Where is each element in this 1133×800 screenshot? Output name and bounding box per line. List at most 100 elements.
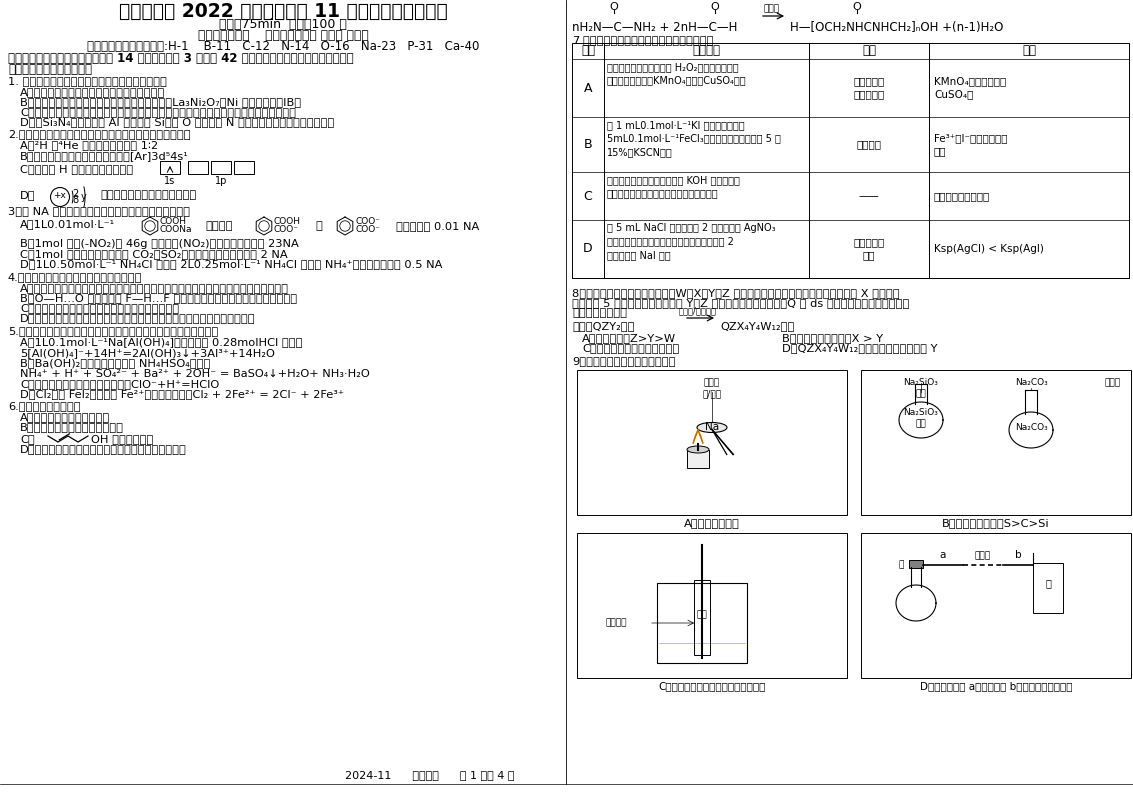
Text: OH 存在顺反异构: OH 存在顺反异构	[91, 434, 153, 444]
Text: 下列说法错误的是: 下列说法错误的是	[572, 308, 627, 318]
Text: H—[OCH₂NHCNHCH₂]ₙOH +(n-1)H₂O: H—[OCH₂NHCNHCH₂]ₙOH +(n-1)H₂O	[790, 21, 1004, 34]
Text: C．在浓盐酸中滴入次氯酸钙溶液：ClO⁻+H⁺=HClO: C．在浓盐酸中滴入次氯酸钙溶液：ClO⁻+H⁺=HClO	[20, 379, 220, 389]
Text: 玻璃表
皿/烧杯: 玻璃表 皿/烧杯	[702, 378, 722, 398]
Text: A．臭氧是由极性键构成的极性分子，因此其在水中的溶解度大于在四氯化碳中的溶解度: A．臭氧是由极性键构成的极性分子，因此其在水中的溶解度大于在四氯化碳中的溶解度	[20, 283, 289, 293]
Text: 向两支盛有等浓度等体积 H₂O₂的试管中分别加
入等浓度等体积的KMnO₄溶液和CuSO₄溶液: 向两支盛有等浓度等体积 H₂O₂的试管中分别加 入等浓度等体积的KMnO₄溶液和…	[607, 62, 747, 86]
Text: 水: 水	[1045, 578, 1051, 588]
Text: 结论: 结论	[1022, 45, 1036, 58]
Text: D．水晶内部微观粒子呈现周期性有序排列，因此水晶不同方向的导热性不同: D．水晶内部微观粒子呈现周期性有序排列，因此水晶不同方向的导热性不同	[20, 313, 256, 323]
Text: 稀硫酸: 稀硫酸	[1105, 378, 1121, 387]
Text: COO⁻: COO⁻	[274, 226, 299, 234]
Text: 1p: 1p	[215, 176, 228, 186]
Text: A．1L0.1mol·L⁻¹Na[Al(OH)₄]溶液中通入 0.28molHCl 气体：: A．1L0.1mol·L⁻¹Na[Al(OH)₄]溶液中通入 0.28molHC…	[20, 337, 303, 347]
Text: 有一项是符合题目要求的。: 有一项是符合题目要求的。	[8, 63, 92, 76]
Text: 现象: 现象	[862, 45, 876, 58]
Text: nH₂N—C—NH₂ + 2nH—C—H: nH₂N—C—NH₂ + 2nH—C—H	[572, 21, 738, 34]
Text: A: A	[583, 82, 593, 94]
Text: 和: 和	[315, 221, 322, 231]
Text: 1. 化学与生活、生产密不可分。下列说法错误的是: 1. 化学与生活、生产密不可分。下列说法错误的是	[8, 76, 167, 86]
Text: Fe³⁺与I⁻的反应有一定
限度: Fe³⁺与I⁻的反应有一定 限度	[934, 133, 1007, 156]
Text: ——: ——	[859, 191, 879, 201]
Text: NH₄⁺ + H⁺ + SO₄²⁻ + Ba²⁺ + 2OH⁻ = BaSO₄↓+H₂O+ NH₃·H₂O: NH₄⁺ + H⁺ + SO₄²⁻ + Ba²⁺ + 2OH⁻ = BaSO₄↓…	[20, 369, 369, 379]
Text: KMnO₄的催化效果比
CuSO₄好: KMnO₄的催化效果比 CuSO₄好	[934, 76, 1006, 100]
Text: O: O	[710, 2, 719, 12]
Text: 选项: 选项	[581, 45, 595, 58]
Text: D．1L0.50mol·L⁻¹ NH₄Cl 溶液与 2L0.25mol·L⁻¹ NH₄Cl 溶液中 NH₄⁺的物质的量均为 0.5 NA: D．1L0.50mol·L⁻¹ NH₄Cl 溶液与 2L0.25mol·L⁻¹ …	[20, 259, 442, 269]
Ellipse shape	[687, 446, 709, 453]
Text: Na₂SiO₃
溶液: Na₂SiO₃ 溶液	[903, 378, 938, 398]
Text: COONa: COONa	[160, 226, 193, 234]
Text: COOH: COOH	[160, 218, 187, 226]
Text: y: y	[80, 192, 87, 202]
Text: Na₂CO₃: Na₂CO₃	[1015, 423, 1047, 433]
Text: 长玻璃管: 长玻璃管	[605, 618, 627, 627]
Text: 6.下列说法不正确的是: 6.下列说法不正确的是	[8, 401, 80, 411]
Bar	[861, 370, 1131, 515]
Bar	[577, 370, 847, 515]
Text: 用未知浓度的盐酸滴定标准的 KOH 溶液时，若
读取滴数，滴定前仰视，滴定到终点后俯视: 用未知浓度的盐酸滴定标准的 KOH 溶液时，若 读取滴数，滴定前仰视，滴定到终点…	[607, 175, 740, 198]
Text: 向 5 mL NaCl 溶液中滴加 2 滴等浓度的 AgNO₃
溶液出现白色沉淀，过滤后取上层清液又加入 2
滴等浓度的 NaI 溶液: 向 5 mL NaCl 溶液中滴加 2 滴等浓度的 AgNO₃ 溶液出现白色沉淀…	[607, 223, 776, 260]
Text: D: D	[583, 242, 593, 255]
Text: A．1L0.01mol·L⁻¹: A．1L0.01mol·L⁻¹	[20, 219, 116, 229]
Ellipse shape	[697, 422, 727, 433]
Text: 稀硫酸/足量铁粉: 稀硫酸/足量铁粉	[679, 306, 717, 315]
Text: 8．下列已知反应的相关元素中，W、X、Y、Z 为原子序数依次增大的短周期元素，基态 X 原子的核: 8．下列已知反应的相关元素中，W、X、Y、Z 为原子序数依次增大的短周期元素，基…	[572, 288, 900, 298]
Text: C．净水器生产过程中，需在含膜滤芯组件上涂上甘油保护液，甘油是油脂的水解产物之一: C．净水器生产过程中，需在含膜滤芯组件上涂上甘油保护液，甘油是油脂的水解产物之一	[20, 107, 296, 117]
Text: 2024-11      高三化学      第 1 页共 4 页: 2024-11 高三化学 第 1 页共 4 页	[346, 770, 514, 780]
Text: B．简单氢化物键角：X > Y: B．简单氢化物键角：X > Y	[782, 333, 883, 343]
Text: D．关闭止水夹 a，打开活塞 b，可检查装置气密性: D．关闭止水夹 a，打开活塞 b，可检查装置气密性	[920, 681, 1072, 691]
Text: 3．设 NA 表示阿伏加德罗常数的值，下列说法正确的是: 3．设 NA 表示阿伏加德罗常数的值，下列说法正确的是	[8, 206, 190, 216]
Text: A．钠的燃烧反应: A．钠的燃烧反应	[684, 518, 740, 528]
Bar	[577, 533, 847, 678]
Text: O: O	[853, 2, 861, 12]
Text: 取 1 mL0.1mol·L⁻¹KI 干试管中，加入
5mL0.1mol·L⁻¹FeCl₃溶液，充分反应后滴入 5 滴
15%的KSCN溶液: 取 1 mL0.1mol·L⁻¹KI 干试管中，加入 5mL0.1mol·L⁻¹…	[607, 120, 781, 157]
Bar	[657, 583, 747, 663]
Text: 前者产生气
泡速率较快: 前者产生气 泡速率较快	[853, 76, 885, 100]
Text: 溶液中，: 溶液中，	[205, 221, 232, 231]
Text: 水: 水	[898, 561, 904, 570]
Text: 数目之和为 0.01 NA: 数目之和为 0.01 NA	[397, 221, 479, 231]
Text: B．核苷酸通过聚合反应制备核酸: B．核苷酸通过聚合反应制备核酸	[20, 422, 123, 432]
Text: O: O	[610, 2, 619, 12]
Text: 树德中学高 2022 级高三上学期 11 月半期测试化学试题: 树德中学高 2022 级高三上学期 11 月半期测试化学试题	[119, 2, 448, 21]
Text: B．基态铬原子的简化电子排布式：[Ar]3d⁵4s¹: B．基态铬原子的简化电子排布式：[Ar]3d⁵4s¹	[20, 151, 189, 161]
Text: 1s: 1s	[164, 176, 176, 186]
Bar	[572, 43, 1128, 278]
Text: 有黄色沉淀
生成: 有黄色沉淀 生成	[853, 238, 885, 261]
Text: 5[Al(OH)₄]⁻+14H⁺=2Al(OH)₃↓+3Al³⁺+14H₂O: 5[Al(OH)₄]⁻+14H⁺=2Al(OH)₃↓+3Al³⁺+14H₂O	[20, 348, 275, 358]
Text: 时间：75min  满分：100 分: 时间：75min 满分：100 分	[219, 18, 347, 31]
Text: Na₂SiO₃
溶液: Na₂SiO₃ 溶液	[903, 408, 938, 428]
Text: 一、高考资源网：选择题：本题共 14 小题，每小题 3 分，共 42 分。在每小题给出的四个选项中，只: 一、高考资源网：选择题：本题共 14 小题，每小题 3 分，共 42 分。在每小…	[8, 52, 353, 65]
Bar	[695, 580, 710, 655]
Text: 命题人：袁玉红    审题人：余海丽 唐建华 刘发春: 命题人：袁玉红 审题人：余海丽 唐建华 刘发春	[197, 29, 368, 42]
Bar	[909, 560, 923, 568]
Bar	[687, 450, 709, 467]
Text: QZX₄Y₄W₁₂溶液: QZX₄Y₄W₁₂溶液	[719, 321, 794, 331]
Text: C．测定苯甲酸在一定温度下的溶解度: C．测定苯甲酸在一定温度下的溶解度	[658, 681, 766, 691]
Text: COO⁻: COO⁻	[355, 218, 380, 226]
Text: B．我国科学家首次发现液氮温区镍氧化物超导体La₃Ni₂O₇，Ni 位于周期表第ⅠB族: B．我国科学家首次发现液氮温区镍氧化物超导体La₃Ni₂O₇，Ni 位于周期表第…	[20, 97, 301, 107]
Text: 可表示原子、阳离子以及阴离子: 可表示原子、阳离子以及阴离子	[100, 190, 196, 200]
Text: 可能用到的相对原子质量:H-1    B-11   C-12   N-14   O-16   Na-23   P-31   Ca-40: 可能用到的相对原子质量:H-1 B-11 C-12 N-14 O-16 Na-2…	[87, 40, 479, 53]
Text: 2: 2	[73, 189, 78, 199]
Text: A．乙醇和丙三醇互为同系物: A．乙醇和丙三醇互为同系物	[20, 412, 110, 422]
Text: C．反应过程中有蓝色沉淀产生: C．反应过程中有蓝色沉淀产生	[582, 343, 680, 353]
Text: B．O—H…O 的键能大于 F—H…F 的键能，因此水的沸点高于氟化氢的沸点: B．O—H…O 的键能大于 F—H…F 的键能，因此水的沸点高于氟化氢的沸点	[20, 293, 297, 303]
Text: 5.电解质在水溶液中的反应属于离子反应。下列离子方程式正确的是: 5.电解质在水溶液中的反应属于离子反应。下列离子方程式正确的是	[8, 326, 219, 336]
Text: D．QZX₄Y₄W₁₂是配合物，配位原子是 Y: D．QZX₄Y₄W₁₂是配合物，配位原子是 Y	[782, 343, 937, 353]
Text: 实验操作: 实验操作	[692, 45, 721, 58]
Text: D．: D．	[20, 190, 35, 200]
Text: COOH: COOH	[274, 218, 301, 226]
Text: Na₂CO₃: Na₂CO₃	[1015, 378, 1047, 387]
Text: 8: 8	[73, 195, 78, 205]
Text: 溶液变红: 溶液变红	[857, 139, 881, 150]
Text: 外电子有 5 种空间运动状态，基态 Y、Z 原子有两个未成对电子，Q 是 ds 区元素，焰色试验显绿色。: 外电子有 5 种空间运动状态，基态 Y、Z 原子有两个未成对电子，Q 是 ds …	[572, 298, 910, 308]
Polygon shape	[693, 430, 702, 443]
Text: C．1mol 过氧化钠分别与足量 CO₂、SO₂反应，转移的电子数均为 2 NA: C．1mol 过氧化钠分别与足量 CO₂、SO₂反应，转移的电子数均为 2 NA	[20, 249, 288, 259]
Text: B．证明非金属性：S>C>Si: B．证明非金属性：S>C>Si	[943, 518, 1050, 528]
Bar	[1033, 563, 1063, 613]
Text: 橡皮管: 橡皮管	[974, 551, 991, 560]
Text: 会导致测定结果偏高: 会导致测定结果偏高	[934, 191, 990, 201]
Text: D．以Si₃N₄为基础，用 Al 取代部分 Si，用 O 取代部分 N 而获得的新型陶瓷属于共价晶体: D．以Si₃N₄为基础，用 Al 取代部分 Si，用 O 取代部分 N 而获得的…	[20, 117, 334, 127]
Text: C．石墨层间靠范德华力维系，因此石墨的熔点较低: C．石墨层间靠范德华力维系，因此石墨的熔点较低	[20, 303, 179, 313]
